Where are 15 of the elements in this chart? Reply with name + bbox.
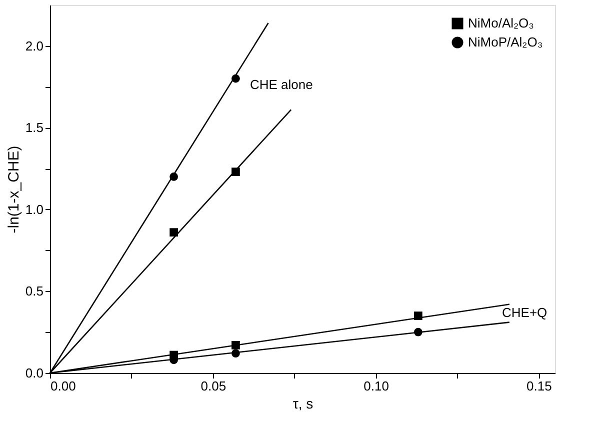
y-axis-title: -ln(1-x_CHE) (5, 146, 22, 234)
legend-label: NiMo/Al₂O₃ (468, 16, 534, 30)
annotation: CHE+Q (502, 305, 548, 320)
x-axis-title: τ, s (292, 396, 314, 412)
x-tick-label: 0.15 (526, 378, 552, 394)
x-tick-label: 0.10 (364, 378, 389, 394)
x-tick-label: 0.00 (50, 378, 76, 394)
y-tick-label: 1.5 (25, 120, 44, 136)
x-tick-label: 0.05 (200, 378, 226, 394)
y-tick-label: 0.0 (25, 366, 44, 380)
y-tick-label: 1.0 (25, 202, 44, 217)
y-tick-label: 0.5 (25, 284, 44, 299)
annotation: CHE alone (250, 77, 313, 92)
y-tick-label: 2.0 (25, 38, 44, 54)
legend-label: NiMoP/Al₂O₃ (468, 34, 543, 50)
